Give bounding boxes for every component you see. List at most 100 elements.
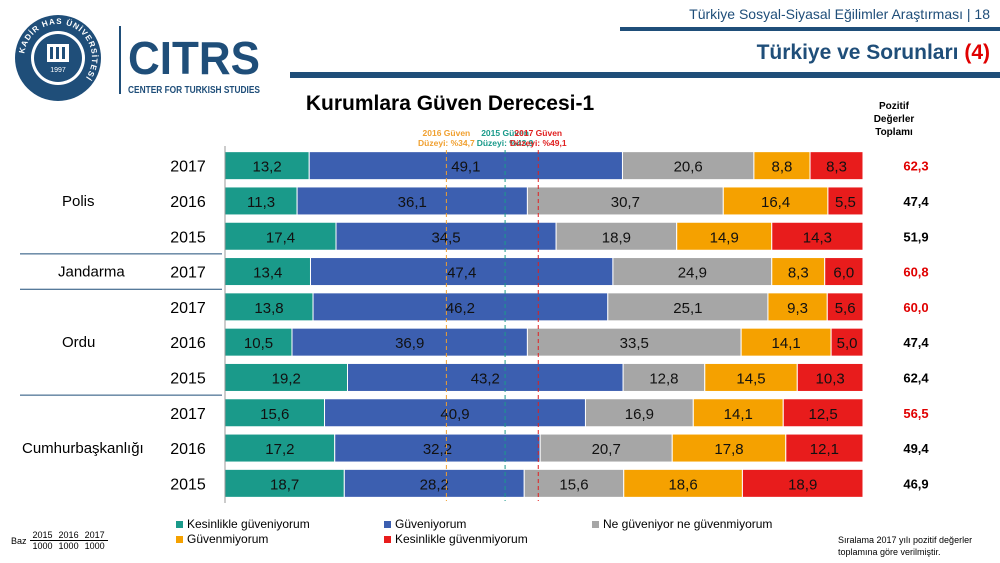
positive-total-value: 62,4 [903, 370, 929, 385]
segment-value-label: 24,9 [678, 265, 707, 282]
segment-value-label: 18,6 [668, 476, 697, 493]
citrs-subtitle: CENTER FOR TURKISH STUDIES [128, 85, 260, 96]
segment-value-label: 14,9 [710, 229, 739, 246]
row-year-label: 2016 [170, 194, 206, 211]
segment-value-label: 8,8 [772, 159, 793, 176]
baz-value: 1000 [32, 541, 53, 551]
sorting-note: Sıralama 2017 yılı pozitif değerler topl… [838, 535, 973, 557]
bar-segment [607, 292, 769, 322]
positive-total-value: 47,4 [903, 194, 929, 209]
bar-segment [771, 221, 864, 251]
bar-segment [704, 362, 798, 392]
segment-value-label: 5,5 [835, 194, 856, 211]
positive-total-value: 46,9 [903, 476, 928, 491]
positive-total-value: 49,4 [903, 441, 929, 456]
legend-swatch [384, 536, 391, 544]
baz-value: 1000 [58, 541, 79, 551]
bar-segment [692, 398, 784, 428]
segment-value-label: 12,8 [649, 370, 678, 387]
segment-value-label: 36,1 [398, 194, 427, 211]
segment-value-label: 13,8 [254, 300, 283, 317]
bar-segment [296, 186, 528, 216]
segment-value-label: 5,6 [835, 300, 856, 317]
segment-value-label: 14,3 [803, 229, 832, 246]
bar-segment [584, 398, 694, 428]
baz-value: 1000 [84, 541, 105, 551]
bar-segment [555, 221, 678, 251]
legend-swatch [592, 521, 599, 529]
bar-segment [224, 151, 310, 181]
segment-value-label: 40,9 [440, 406, 469, 423]
bar-segment [312, 292, 609, 322]
bar-segment [771, 257, 826, 287]
khas-year: 1997 [50, 67, 66, 74]
segment-value-label: 33,5 [620, 335, 649, 352]
baz-year: 2017 [81, 530, 108, 541]
legend-item-ne-ne: Ne güveniyor ne güvenmiyorum [592, 517, 772, 531]
positive-total-value: 62,3 [903, 159, 928, 174]
legend-item-kesinlikle-guvenmiyorum: Kesinlikle güvenmiyorum [384, 532, 528, 546]
row-year-label: 2016 [170, 335, 206, 352]
segment-value-label: 25,1 [673, 300, 702, 317]
row-year-label: 2017 [170, 406, 206, 423]
segment-value-label: 19,2 [272, 370, 301, 387]
segment-value-label: 43,2 [471, 370, 500, 387]
legend-swatch [384, 521, 391, 529]
citrs-wordmark: CITRS [128, 32, 260, 84]
group-label: Cumhurbaşkanlığı [22, 440, 144, 457]
segment-value-label: 8,3 [788, 265, 809, 282]
segment-value-label: 11,3 [247, 194, 275, 211]
kadir-has-logo: KADİR HAS ÜNİVERSİTESİ 1997 [14, 14, 102, 107]
reference-label: 2016 Güven [423, 128, 471, 138]
positive-total-header: Pozitif Değerler Toplamı [873, 101, 915, 138]
baz-year: 2016 [55, 530, 82, 541]
report-title: Türkiye Sosyal-Siyasal Eğilimler Araştır… [689, 6, 990, 22]
segment-value-label: 49,1 [451, 159, 480, 176]
row-year-label: 2017 [170, 265, 206, 282]
segment-value-label: 13,2 [253, 159, 282, 176]
row-year-label: 2016 [170, 441, 206, 458]
positive-total-value: 60,8 [903, 265, 928, 280]
positive-total-value: 51,9 [903, 229, 928, 244]
segment-value-label: 14,1 [724, 406, 753, 423]
bar-segment [740, 327, 832, 357]
chart-title: Kurumlara Güven Derecesi-1 [305, 92, 595, 115]
header-bar [290, 72, 1000, 78]
bar-segment [676, 221, 773, 251]
bar-segment [291, 327, 528, 357]
segment-value-label: 15,6 [260, 406, 289, 423]
segment-value-label: 28,2 [420, 476, 449, 493]
bar-segment [623, 468, 743, 498]
segment-value-label: 9,3 [787, 300, 808, 317]
header-divider [620, 27, 1000, 31]
row-year-label: 2015 [170, 370, 206, 387]
bar-segment [830, 327, 864, 357]
row-year-label: 2015 [170, 476, 206, 493]
segment-value-label: 15,6 [559, 476, 588, 493]
segment-value-label: 30,7 [611, 194, 640, 211]
segment-value-label: 12,5 [809, 406, 838, 423]
segment-value-label: 46,2 [446, 300, 475, 317]
segment-value-label: 16,9 [625, 406, 654, 423]
bar-segment [824, 257, 864, 287]
bar-segment [334, 433, 541, 463]
segment-value-label: 16,4 [761, 194, 790, 211]
reference-label: 2015 Güven [481, 128, 529, 138]
segment-value-label: 5,0 [837, 335, 858, 352]
bar-segment [308, 151, 623, 181]
legend-swatch [176, 521, 183, 529]
citrs-logo: CITRS CENTER FOR TURKISH STUDIES [118, 24, 268, 103]
bar-segment [826, 292, 864, 322]
baz-year: 2015 [29, 530, 56, 541]
segment-value-label: 10,3 [816, 370, 845, 387]
bar-segment [612, 257, 773, 287]
segment-value-label: 17,2 [265, 441, 294, 458]
bar-segment [224, 186, 298, 216]
bar-segment [809, 151, 864, 181]
segment-value-label: 14,1 [772, 335, 801, 352]
segment-value-label: 20,7 [592, 441, 621, 458]
bar-segment [796, 362, 864, 392]
row-year-label: 2017 [170, 300, 206, 317]
baz-label: Baz [11, 535, 27, 546]
